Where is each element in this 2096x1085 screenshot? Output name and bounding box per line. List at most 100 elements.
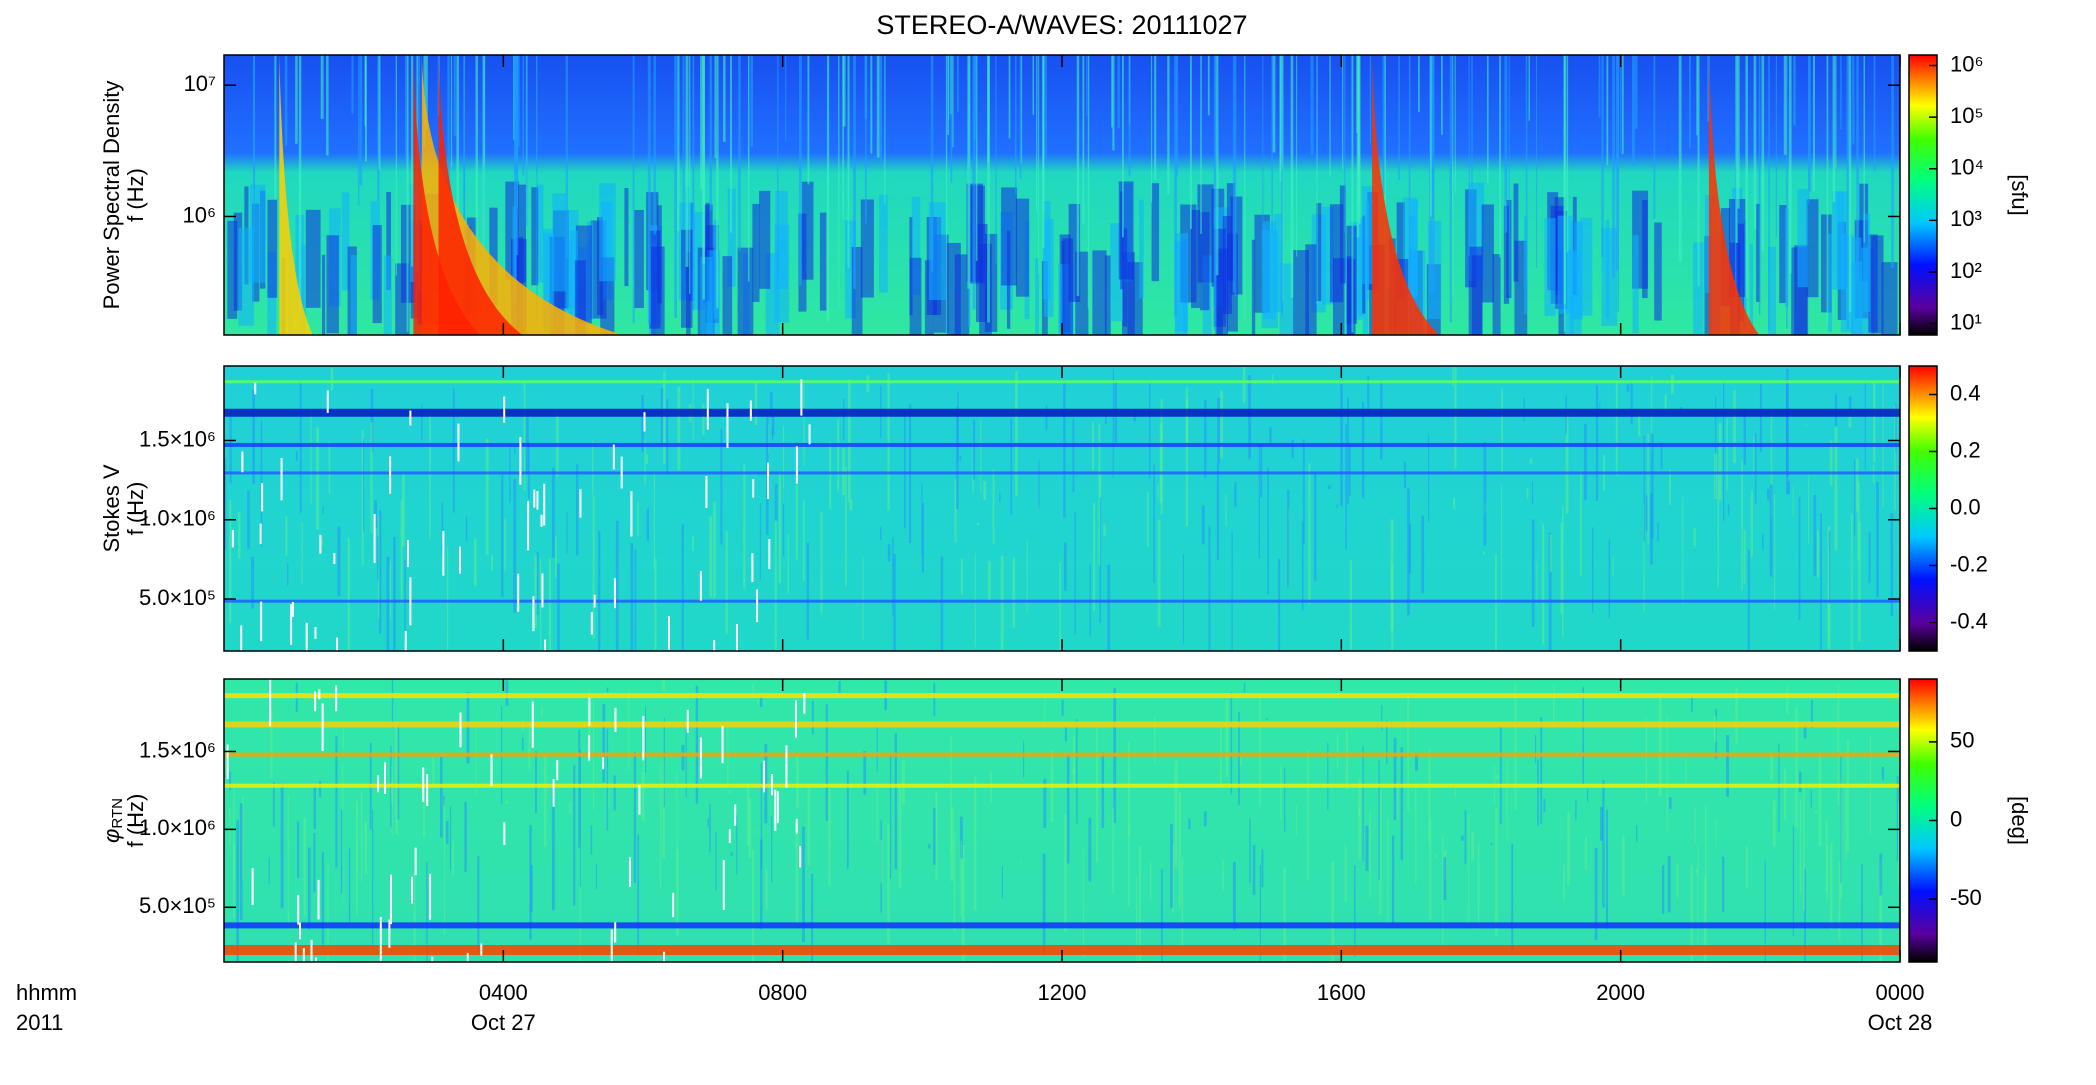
colorbar-tick-label: 0.2: [1950, 437, 1981, 462]
texture: [588, 698, 590, 726]
texture: [1851, 514, 1853, 654]
texture: [723, 55, 726, 142]
texture: [363, 439, 364, 532]
y-axis-label: f (Hz): [123, 482, 148, 536]
texture: [1820, 513, 1822, 651]
texture: [1754, 55, 1757, 229]
texture: [1039, 460, 1040, 508]
spectrogram: [224, 679, 1901, 1018]
texture: [775, 225, 790, 323]
texture: [1358, 779, 1361, 860]
texture: [876, 783, 877, 841]
texture: [316, 427, 319, 529]
texture: [1714, 454, 1717, 500]
texture: [506, 680, 509, 705]
texture: [602, 757, 604, 769]
texture: [411, 55, 413, 267]
texture: [1217, 398, 1220, 463]
texture: [1768, 55, 1770, 331]
year-label: 2011: [16, 1010, 63, 1035]
texture: [440, 757, 443, 837]
texture: [432, 756, 434, 785]
texture: [386, 557, 389, 653]
texture: [865, 55, 867, 224]
texture: [1657, 523, 1658, 541]
texture: [1394, 738, 1397, 820]
texture: [1847, 740, 1849, 853]
texture: [1760, 384, 1762, 452]
texture: [415, 848, 417, 875]
texture: [549, 558, 551, 652]
texture: [779, 471, 781, 582]
texture: [1632, 235, 1638, 333]
texture: [756, 589, 758, 621]
texture: [614, 708, 616, 732]
texture: [772, 428, 773, 441]
texture: [1636, 825, 1637, 842]
texture: [1575, 800, 1576, 819]
texture: [1253, 845, 1256, 894]
texture: [1804, 425, 1807, 426]
texture: [1147, 492, 1149, 547]
texture: [654, 559, 656, 697]
texture: [838, 55, 839, 310]
texture: [304, 818, 306, 916]
texture: [557, 564, 560, 673]
texture: [709, 804, 710, 852]
texture: [713, 640, 715, 664]
texture: [1149, 381, 1150, 479]
texture: [999, 493, 1000, 502]
texture: [310, 408, 311, 503]
texture: [796, 819, 798, 834]
texture: [1550, 534, 1552, 572]
texture: [751, 553, 753, 582]
colorbar-tick-label: 10⁶: [1950, 51, 1984, 76]
texture: [853, 55, 856, 289]
texture: [224, 721, 1900, 727]
texture: [553, 779, 555, 807]
texture: [951, 55, 953, 182]
texture: [713, 501, 716, 598]
texture: [1697, 846, 1698, 950]
texture: [224, 380, 1900, 383]
texture: [384, 255, 392, 353]
texture: [1442, 835, 1443, 952]
texture: [380, 917, 382, 966]
texture: [683, 55, 685, 229]
texture: [1741, 460, 1743, 590]
texture: [1064, 543, 1067, 591]
texture: [738, 248, 754, 346]
texture: [384, 762, 386, 794]
texture: [708, 818, 709, 827]
texture: [775, 484, 778, 521]
texture: [621, 457, 623, 489]
colorbar-tick-label: 10⁴: [1950, 155, 1984, 180]
texture: [1567, 812, 1570, 885]
texture: [843, 399, 844, 440]
texture: [796, 473, 798, 559]
texture: [1532, 519, 1535, 626]
texture: [1296, 55, 1297, 257]
y-tick-label: 10⁶: [182, 202, 216, 227]
texture: [1807, 199, 1819, 297]
texture: [1829, 531, 1831, 604]
texture: [1308, 463, 1310, 604]
texture: [1789, 55, 1792, 273]
texture: [1235, 55, 1237, 296]
texture: [759, 191, 770, 289]
texture: [635, 549, 636, 690]
texture: [843, 55, 846, 126]
texture: [252, 868, 254, 905]
texture: [290, 604, 292, 644]
texture: [1450, 55, 1452, 322]
texture: [1784, 769, 1786, 820]
texture: [532, 702, 534, 748]
texture: [1562, 505, 1564, 636]
texture: [611, 930, 613, 974]
texture: [240, 803, 243, 920]
texture: [1566, 55, 1568, 252]
texture: [1262, 55, 1263, 274]
texture: [689, 55, 690, 294]
texture: [1765, 861, 1766, 977]
texture: [405, 631, 407, 674]
